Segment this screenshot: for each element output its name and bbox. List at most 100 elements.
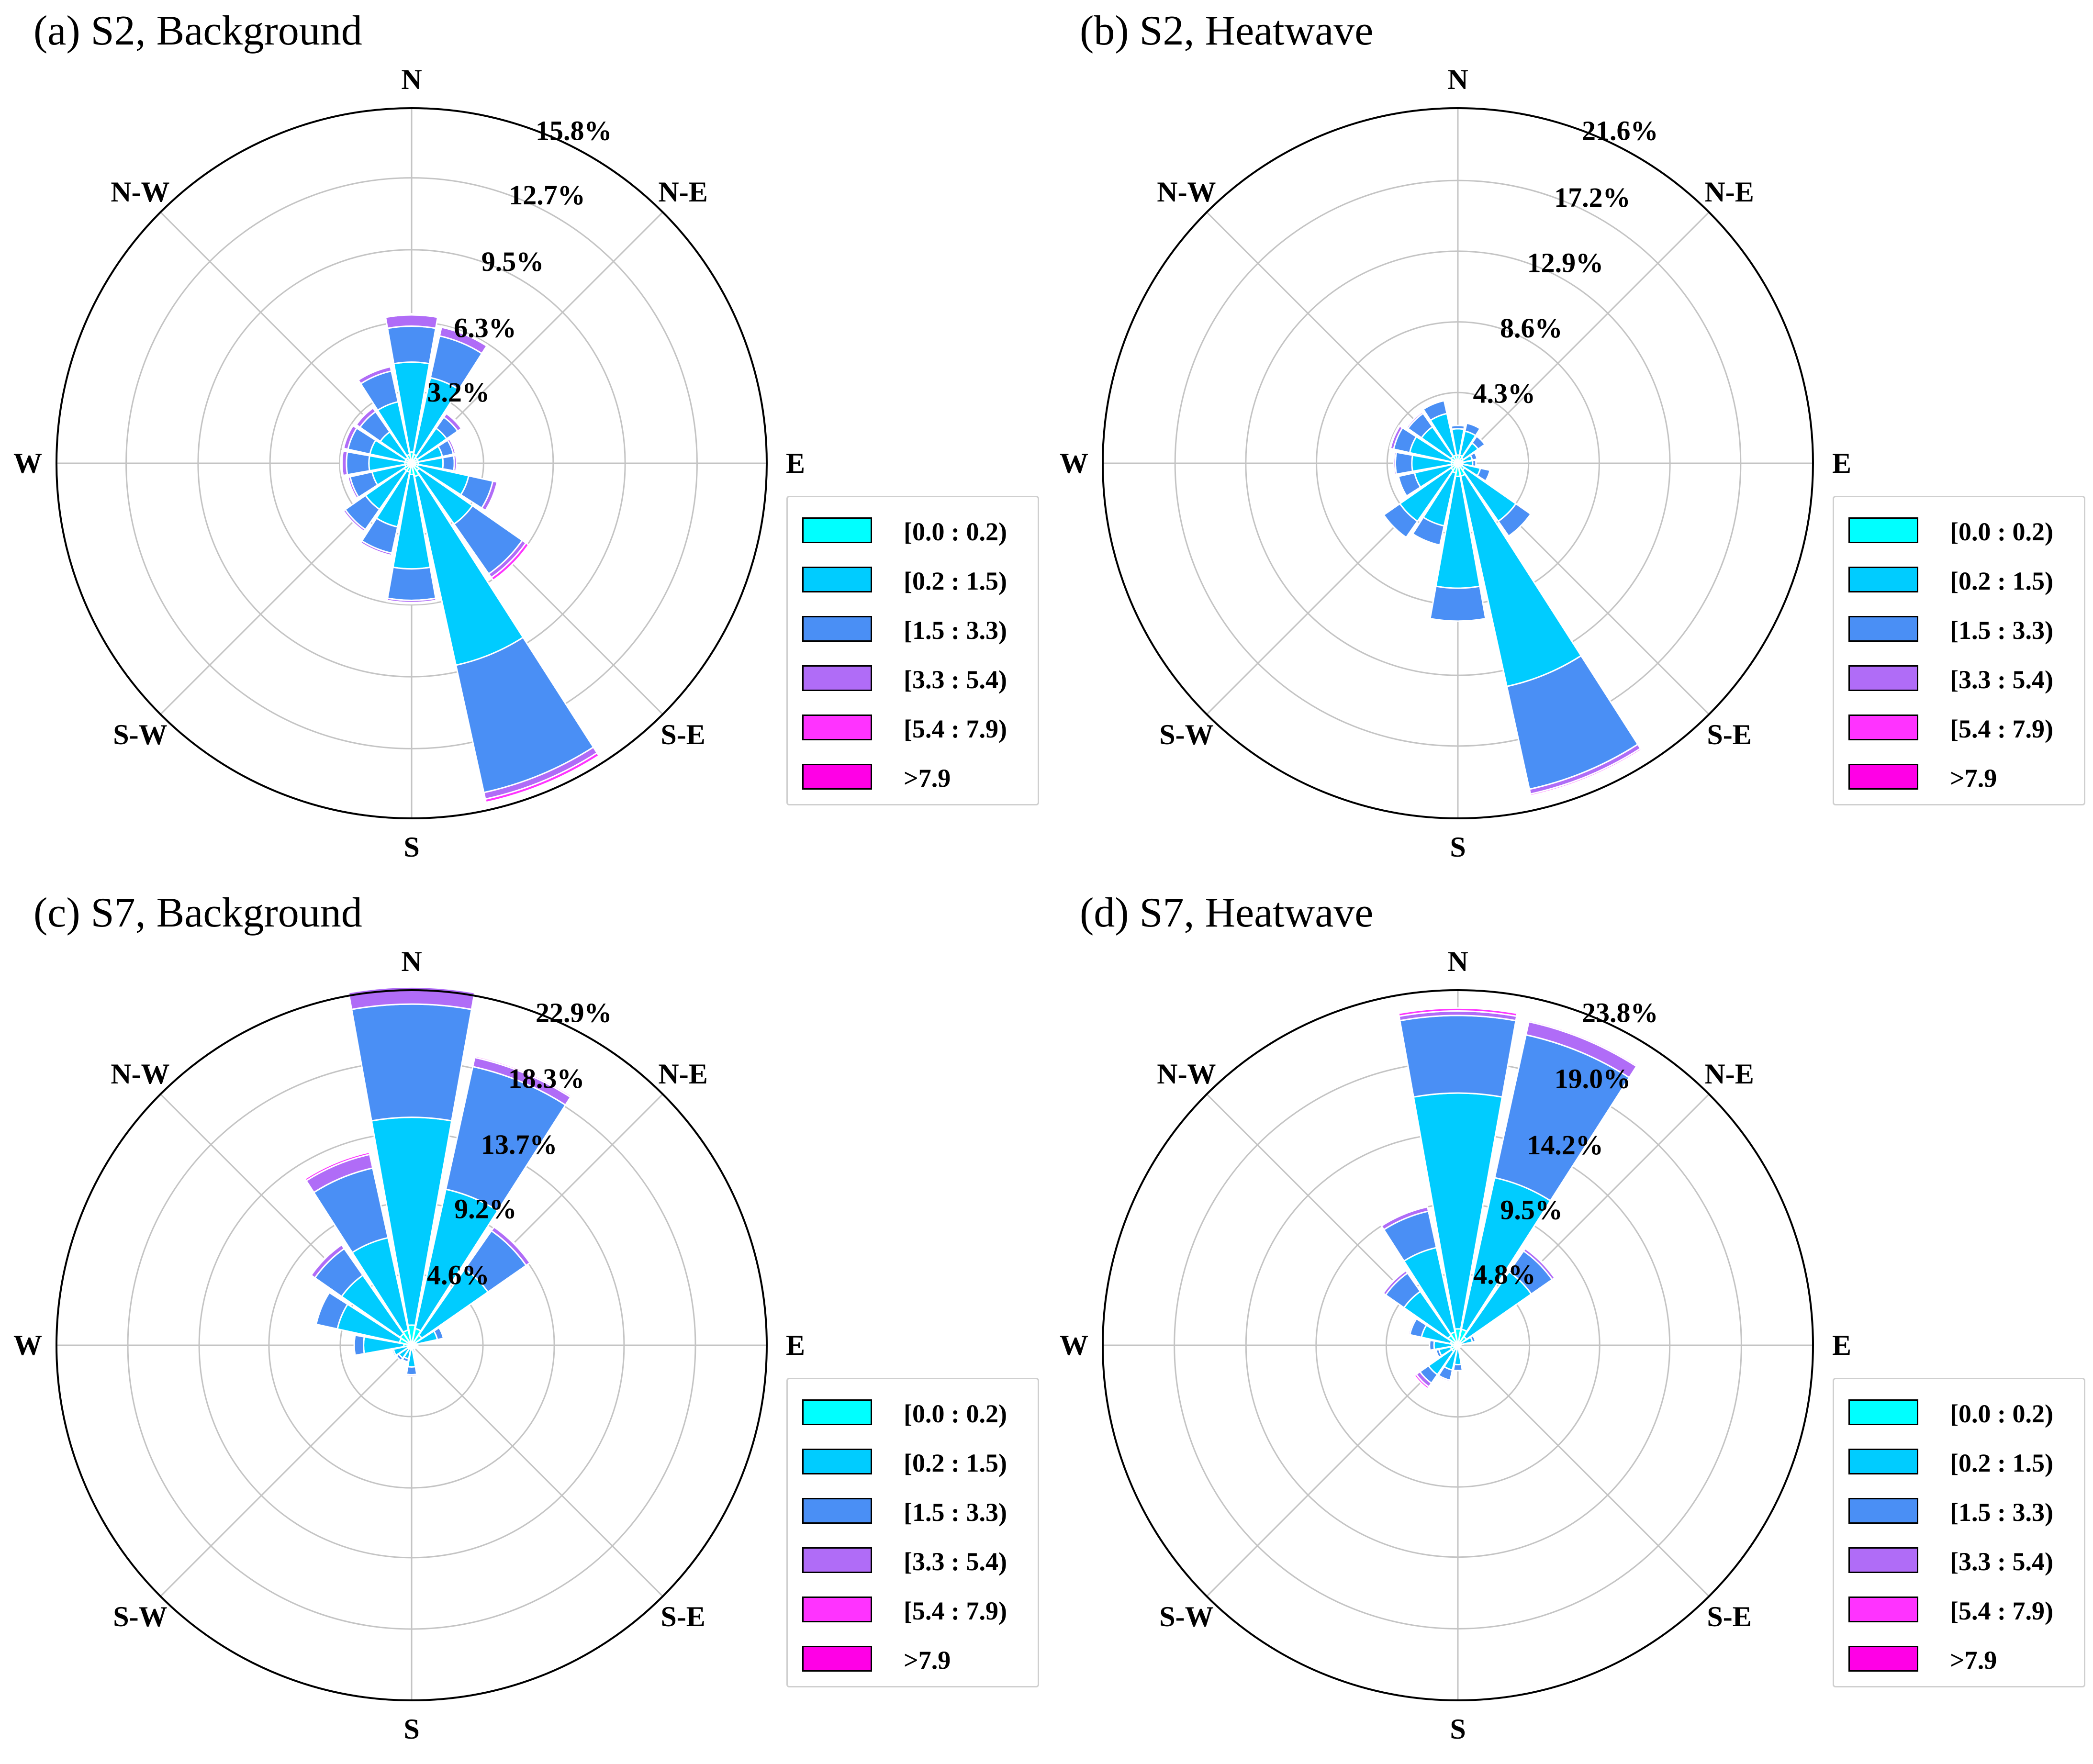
direction-label: N-W bbox=[1157, 176, 1216, 208]
radial-tick-label: 3.2% bbox=[427, 377, 490, 408]
legend-swatch bbox=[1848, 567, 1918, 592]
direction-label: W bbox=[1060, 447, 1088, 479]
legend-label: [0.0 : 0.2) bbox=[904, 1399, 1007, 1428]
bar-segment-4-sector-15 bbox=[304, 1151, 371, 1182]
direction-label: N bbox=[401, 64, 422, 95]
bar-segment-2-sector-12 bbox=[346, 451, 370, 476]
direction-label: S bbox=[403, 831, 419, 863]
direction-label: N-E bbox=[1704, 176, 1754, 208]
bar-segment-2-sector-0 bbox=[386, 325, 437, 365]
bar-segment-3-sector-3 bbox=[447, 438, 457, 455]
legend-swatch bbox=[1848, 616, 1918, 642]
legend: [0.0 : 0.2) [0.2 : 1.5) [1.5 : 3.3) [3.3 : … bbox=[1833, 1378, 2085, 1687]
radial-tick-label: 23.8% bbox=[1582, 997, 1658, 1028]
bar-segment-3-sector-12 bbox=[1393, 451, 1398, 476]
windrose-panel-c: (c) S7, Background 4.6% 9.2% 13.7% 18.3% 22.… bbox=[0, 882, 1046, 1764]
legend-label: [0.2 : 1.5) bbox=[1950, 567, 2053, 595]
bar-segment-4-sector-12 bbox=[340, 450, 344, 477]
legend-label: [0.2 : 1.5) bbox=[904, 1449, 1007, 1477]
legend-label: [1.5 : 3.3) bbox=[904, 1498, 1007, 1527]
bar-segment-4-sector-15 bbox=[357, 365, 392, 381]
bar-segment-4-sector-6 bbox=[490, 542, 530, 581]
legend-label: [5.4 : 7.9) bbox=[1950, 1597, 2053, 1625]
bar-segment-3-sector-4 bbox=[453, 454, 458, 472]
polar-frame bbox=[56, 107, 768, 819]
direction-label: N-E bbox=[1704, 1058, 1754, 1090]
bar-segment-2-sector-10 bbox=[395, 1353, 404, 1362]
windrose-svg: 4.3% 8.6% 12.9% 17.2% 21.6% N N-E E S-E S S-W W N-W bbox=[1060, 64, 1851, 863]
legend-swatch bbox=[802, 1498, 872, 1524]
legend-swatch bbox=[802, 567, 872, 592]
bar-segment-4-sector-5 bbox=[484, 481, 499, 513]
legend-label: [1.5 : 3.3) bbox=[904, 616, 1007, 645]
bar-segment-2-sector-13 bbox=[315, 1291, 349, 1330]
windrose-panel-b: (b) S2, Heatwave 4.3% 8.6% 12.9% 17.2% 21.6%… bbox=[1046, 0, 2093, 882]
bar-segment-4-sector-15 bbox=[1380, 1205, 1429, 1227]
bar-segment-4-sector-14 bbox=[1381, 1269, 1407, 1295]
angular-gridline bbox=[411, 1344, 663, 1597]
bar-segment-2-sector-6 bbox=[1497, 502, 1532, 537]
legend-label: [5.4 : 7.9) bbox=[904, 1597, 1007, 1625]
bar-segment-3-sector-11 bbox=[347, 476, 360, 500]
panel-title: (d) S7, Heatwave bbox=[1080, 890, 1374, 936]
windrose-svg: 4.6% 9.2% 13.7% 18.3% 22.9% N N-E E S-E S S-W W N-W bbox=[13, 946, 805, 1745]
legend-swatch bbox=[1848, 1449, 1918, 1474]
bar-segment-2-sector-12 bbox=[1429, 1339, 1435, 1351]
radial-tick-label: 9.5% bbox=[481, 246, 544, 277]
bar-segment-4-sector-10 bbox=[1413, 1373, 1430, 1390]
windrose-svg: 4.8% 9.5% 14.2% 19.0% 23.8% N N-E E S-E S S-W W N-W bbox=[1060, 946, 1851, 1745]
legend-swatch bbox=[802, 1597, 872, 1622]
bar-segment-2-sector-3 bbox=[1469, 451, 1478, 461]
bar-segment-2-sector-8 bbox=[1452, 1363, 1464, 1372]
legend-swatch bbox=[802, 517, 872, 543]
legend: [0.0 : 0.2) [0.2 : 1.5) [1.5 : 3.3) [3.3 : … bbox=[786, 496, 1039, 805]
bar-segment-3-sector-8 bbox=[405, 1373, 418, 1377]
bar-segment-2-sector-8 bbox=[1429, 585, 1487, 622]
bar-segment-2-sector-0 bbox=[350, 1003, 473, 1122]
legend-label: [0.0 : 0.2) bbox=[904, 517, 1007, 546]
bar-segment-2-sector-11 bbox=[1398, 472, 1421, 497]
legend-label: [1.5 : 3.3) bbox=[1950, 616, 2053, 645]
polar-frame bbox=[56, 989, 768, 1701]
bar-segment-3-sector-10 bbox=[342, 508, 367, 533]
direction-label: N-W bbox=[111, 1058, 169, 1090]
panel-title: (b) S2, Heatwave bbox=[1080, 8, 1374, 54]
direction-label: S-W bbox=[113, 719, 167, 750]
direction-label: N-W bbox=[1157, 1058, 1216, 1090]
legend-label: [0.0 : 0.2) bbox=[1950, 1399, 2053, 1428]
bar-segment-4-sector-0 bbox=[384, 313, 439, 318]
bar-segment-2-sector-1 bbox=[1464, 422, 1481, 437]
panel-title: (c) S7, Background bbox=[34, 890, 362, 936]
bar-segment-4-sector-7 bbox=[1529, 747, 1643, 797]
direction-label: N-E bbox=[658, 176, 707, 208]
bar-segment-4-sector-1 bbox=[440, 325, 489, 347]
legend-label: >7.9 bbox=[1950, 1646, 1997, 1675]
legend-swatch bbox=[802, 764, 872, 790]
radial-tick-label: 4.6% bbox=[427, 1259, 490, 1290]
bar-segment-2-sector-8 bbox=[386, 566, 437, 601]
bar-segment-2-sector-4 bbox=[441, 455, 455, 472]
radial-tick-label: 19.0% bbox=[1555, 1063, 1631, 1094]
angular-gridline bbox=[1457, 212, 1710, 464]
legend-swatch bbox=[1848, 665, 1918, 691]
windrose-svg: 3.2% 6.3% 9.5% 12.7% 15.8% N N-E E S-E S S-W W N-W bbox=[13, 64, 805, 863]
direction-label: S-W bbox=[1159, 1601, 1213, 1632]
bar-segment-4-sector-1 bbox=[1528, 1019, 1638, 1068]
angular-gridline bbox=[160, 1344, 413, 1597]
legend-swatch bbox=[802, 1399, 872, 1425]
bar-segment-3-sector-0 bbox=[347, 986, 476, 1011]
direction-label: S-E bbox=[1707, 719, 1751, 750]
legend-swatch bbox=[1848, 517, 1918, 543]
radial-tick-label: 12.9% bbox=[1527, 247, 1604, 279]
angular-gridline bbox=[1457, 1344, 1710, 1597]
direction-label: S-W bbox=[1159, 719, 1213, 750]
radial-tick-label: 6.3% bbox=[454, 313, 516, 344]
bar-segment-4-sector-2 bbox=[493, 1225, 532, 1264]
radial-tick-label: 17.2% bbox=[1554, 182, 1631, 213]
direction-label: W bbox=[13, 1329, 42, 1361]
legend-swatch bbox=[1848, 1646, 1918, 1672]
bar-segment-2-sector-10 bbox=[1382, 502, 1419, 539]
radial-tick-label: 8.6% bbox=[1500, 313, 1563, 344]
radial-tick-label: 15.8% bbox=[536, 115, 612, 146]
